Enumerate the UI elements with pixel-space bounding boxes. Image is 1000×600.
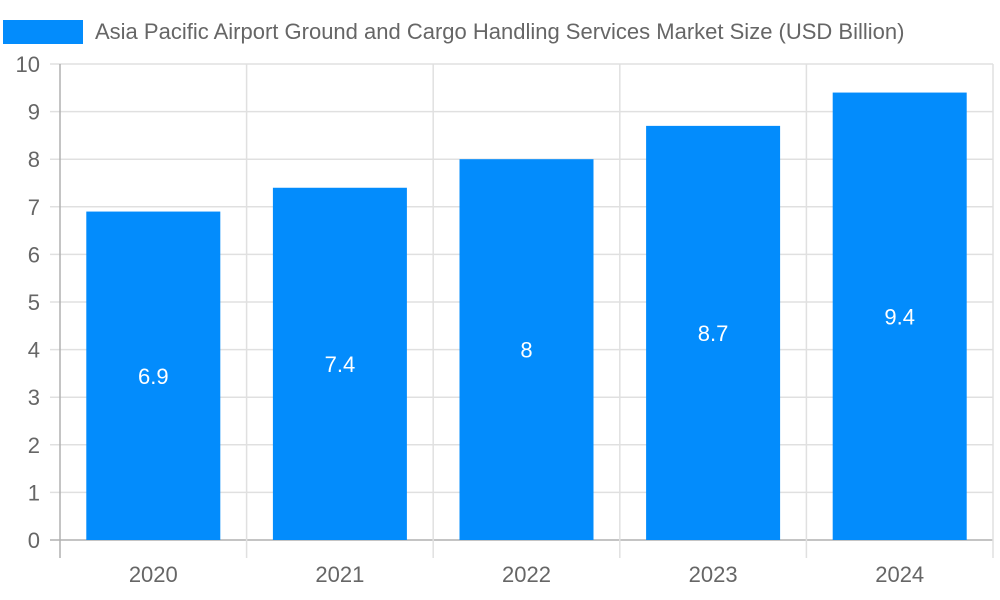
- bar-2022[interactable]: [459, 159, 594, 540]
- legend-label: Asia Pacific Airport Ground and Cargo Ha…: [95, 19, 905, 44]
- x-tick-label: 2023: [689, 562, 738, 587]
- y-tick-label: 8: [28, 147, 40, 172]
- x-tick-label: 2021: [315, 562, 364, 587]
- y-tick-label: 6: [28, 242, 40, 267]
- bar-value-label: 8: [520, 338, 532, 363]
- bar-2020[interactable]: [86, 211, 221, 540]
- bar-2024[interactable]: [832, 92, 967, 540]
- x-tick-label: 2024: [875, 562, 924, 587]
- bar-2023[interactable]: [646, 125, 781, 540]
- y-tick-label: 0: [28, 528, 40, 553]
- chart-legend: Asia Pacific Airport Ground and Cargo Ha…: [3, 19, 905, 44]
- legend-swatch[interactable]: [3, 20, 83, 44]
- x-tick-label: 2020: [129, 562, 178, 587]
- bar-value-label: 7.4: [325, 352, 356, 377]
- y-tick-label: 10: [16, 52, 40, 77]
- x-tick-label: 2022: [502, 562, 551, 587]
- bar-value-label: 6.9: [138, 364, 169, 389]
- y-tick-label: 4: [28, 338, 40, 363]
- y-tick-label: 5: [28, 290, 40, 315]
- bar-value-label: 8.7: [698, 321, 729, 346]
- y-tick-label: 7: [28, 195, 40, 220]
- y-tick-label: 9: [28, 100, 40, 125]
- y-tick-label: 1: [28, 480, 40, 505]
- y-tick-label: 2: [28, 433, 40, 458]
- y-tick-label: 3: [28, 385, 40, 410]
- bar-value-label: 9.4: [884, 304, 915, 329]
- bar-2021[interactable]: [272, 187, 407, 540]
